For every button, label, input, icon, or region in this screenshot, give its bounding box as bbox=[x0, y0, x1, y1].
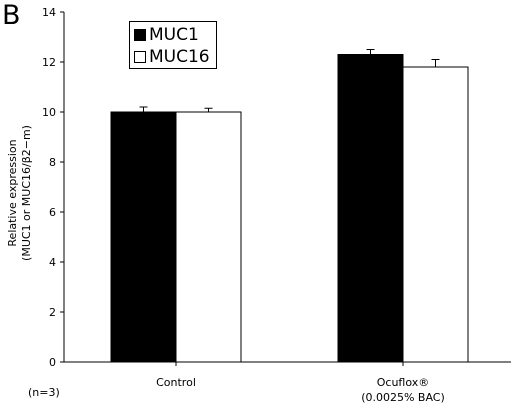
y-axis-label-line-1: Relative expression bbox=[6, 139, 19, 246]
y-tick-label-14: 14 bbox=[42, 6, 56, 19]
legend: MUC1 MUC16 bbox=[129, 21, 217, 69]
legend-item-muc16: MUC16 bbox=[134, 47, 210, 67]
legend-swatch-muc16 bbox=[134, 51, 146, 63]
y-tick-label-12: 12 bbox=[42, 56, 56, 69]
y-tick-label-8: 8 bbox=[49, 156, 56, 169]
x-tick-label-2-line-2: (0.0025% BAC) bbox=[361, 391, 445, 404]
y-tick-label-10: 10 bbox=[42, 106, 56, 119]
legend-swatch-muc1 bbox=[134, 29, 146, 41]
legend-label-muc16: MUC16 bbox=[149, 47, 210, 67]
bar-muc1-2 bbox=[337, 54, 404, 363]
y-tick-label-6: 6 bbox=[49, 206, 56, 219]
y-tick-label-0: 0 bbox=[49, 356, 56, 369]
legend-item-muc1: MUC1 bbox=[134, 25, 199, 45]
legend-label-muc1: MUC1 bbox=[149, 25, 199, 45]
y-tick-label-4: 4 bbox=[49, 256, 56, 269]
x-tick-label-1-line-1: Control bbox=[156, 376, 196, 389]
sample-size-note: (n=3) bbox=[28, 386, 60, 399]
y-axis-label-line-2: (MUC1 or MUC16/β2−m) bbox=[20, 125, 33, 261]
bar-muc1-1 bbox=[110, 111, 177, 363]
x-tick-label-2-line-1: Ocuflox® bbox=[377, 376, 430, 389]
bar-muc16-2 bbox=[402, 66, 469, 363]
panel-label: B bbox=[2, 0, 21, 31]
y-tick-label-2: 2 bbox=[49, 306, 56, 319]
bar-muc16-1 bbox=[175, 111, 242, 363]
